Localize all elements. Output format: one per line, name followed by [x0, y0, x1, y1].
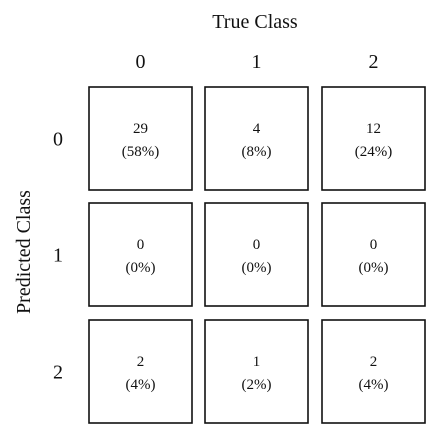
matrix-cell-box — [321, 86, 426, 191]
matrix-cell: 0 (0%) — [321, 202, 426, 307]
y-tick-labels: 0 1 2 — [53, 129, 63, 384]
cell-count-label: 12 — [366, 121, 381, 137]
cell-percent-label: (0%) — [359, 260, 389, 276]
cell-count-label: 2 — [137, 354, 145, 370]
matrix-cells: 29(58%)4(8%)12(24%)0(0%)0(0%)0(0%)2(4%)1… — [88, 86, 426, 424]
matrix-cell: 12 (24%) — [321, 86, 426, 191]
cell-count-label: 1 — [253, 354, 261, 370]
cell-count-label: 0 — [253, 237, 261, 253]
cell-count-label: 29 — [133, 121, 148, 137]
cell-percent-label: (0%) — [126, 260, 156, 276]
y-tick-label-0: 0 — [53, 129, 63, 151]
x-tick-label-0: 0 — [136, 51, 146, 73]
cell-count-label: 0 — [137, 237, 145, 253]
cell-percent-label: (58%) — [122, 144, 160, 160]
matrix-cell-box — [204, 319, 309, 424]
matrix-cell-box — [321, 202, 426, 307]
x-tick-labels: 0 1 2 — [136, 51, 379, 73]
matrix-cell-box — [204, 202, 309, 307]
x-axis-title: True Class — [212, 11, 298, 33]
matrix-cell: 2 (4%) — [321, 319, 426, 424]
matrix-cell-box — [88, 86, 193, 191]
y-tick-label-2: 2 — [53, 362, 63, 384]
cell-count-label: 4 — [253, 121, 261, 137]
y-axis-title: Predicted Class — [13, 190, 35, 314]
matrix-cell: 2 (4%) — [88, 319, 193, 424]
cell-percent-label: (4%) — [359, 377, 389, 393]
cell-percent-label: (24%) — [355, 144, 393, 160]
matrix-cell-box — [88, 319, 193, 424]
matrix-cell: 0 (0%) — [88, 202, 193, 307]
matrix-cell-box — [88, 202, 193, 307]
cell-percent-label: (0%) — [242, 260, 272, 276]
matrix-cell: 0 (0%) — [204, 202, 309, 307]
matrix-cell: 1 (2%) — [204, 319, 309, 424]
cell-percent-label: (2%) — [242, 377, 272, 393]
x-tick-label-1: 1 — [252, 51, 262, 73]
matrix-cell-box — [204, 86, 309, 191]
matrix-cell-box — [321, 319, 426, 424]
y-tick-label-1: 1 — [53, 245, 63, 267]
x-tick-label-2: 2 — [369, 51, 379, 73]
matrix-cell: 4 (8%) — [204, 86, 309, 191]
cell-count-label: 0 — [370, 237, 378, 253]
cell-percent-label: (8%) — [242, 144, 272, 160]
cell-count-label: 2 — [370, 354, 378, 370]
cell-percent-label: (4%) — [126, 377, 156, 393]
matrix-cell: 29 (58%) — [88, 86, 193, 191]
